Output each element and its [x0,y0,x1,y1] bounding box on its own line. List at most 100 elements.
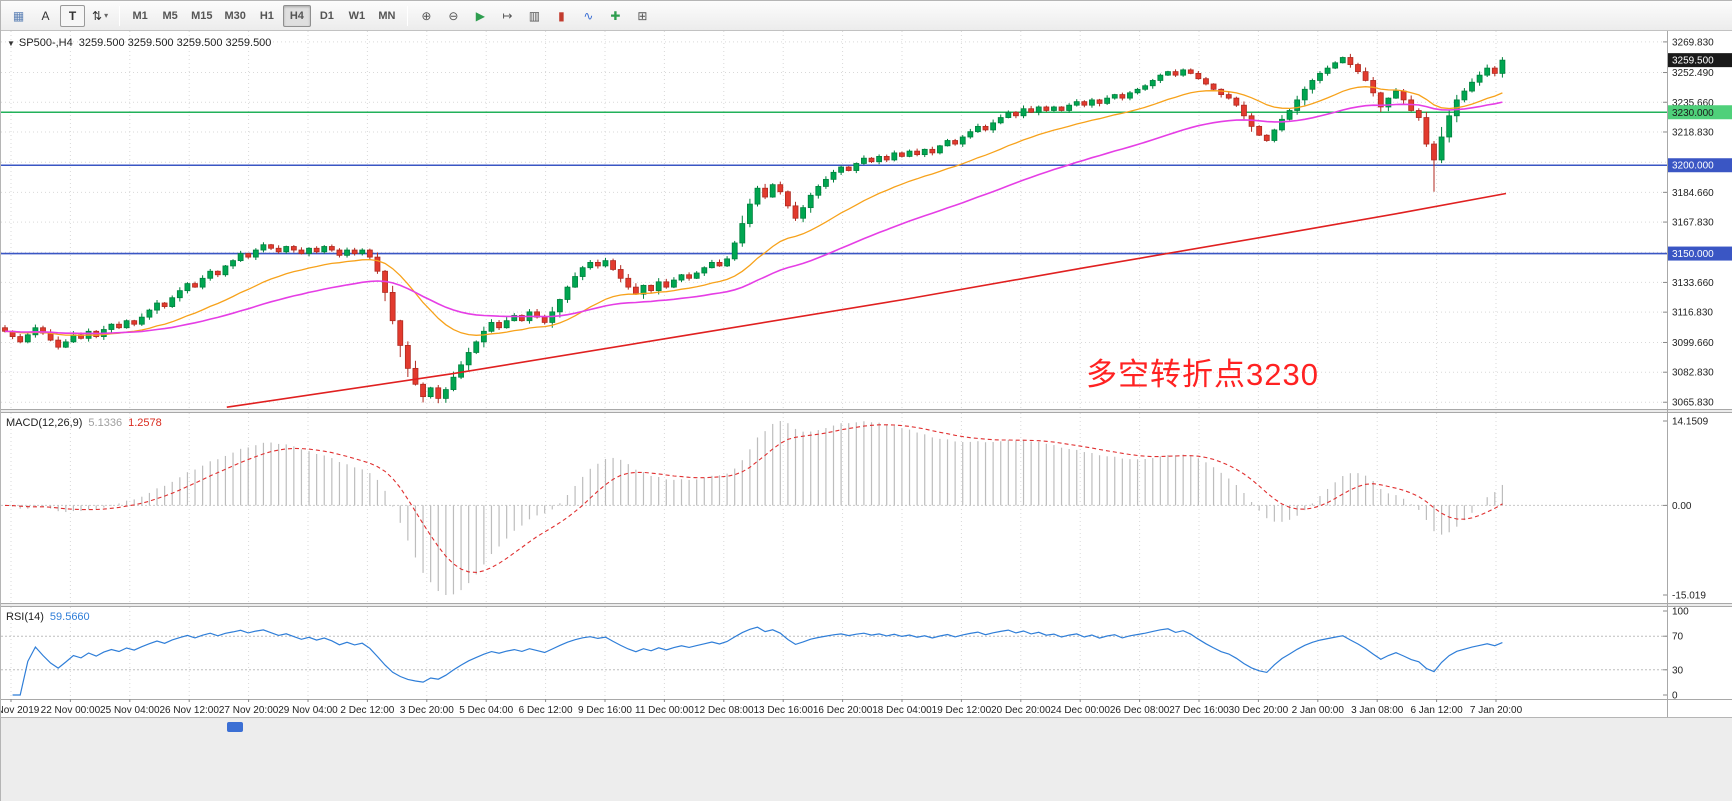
candle-body [594,261,601,267]
candle-body [1035,106,1042,113]
candle-body [1286,110,1293,120]
candle-body [1484,67,1491,76]
candle-body [192,283,198,288]
candle-body [1415,110,1422,118]
timeframe-w1[interactable]: W1 [348,9,366,22]
candle-body [876,156,883,163]
chart-text-annotation: 多空转折点3230 [1086,357,1319,392]
text-tool-button[interactable]: T [60,4,85,27]
zoom-in-icon[interactable]: ⊕ [421,8,432,23]
candle-body [1263,134,1270,141]
candle-body [746,203,753,224]
indicators-icon[interactable]: ✚ [610,8,621,23]
auto-scroll-icon[interactable]: ▶ [475,8,485,23]
candle-body [230,260,236,267]
timeframe-h4[interactable]: H4 [282,4,311,27]
candle-body [952,140,959,145]
candle-body [853,163,860,171]
panel-splitter[interactable] [1,409,1732,413]
level-tag-3200 [1668,158,1732,173]
candle-body [55,339,62,348]
candle-body [686,274,692,279]
timeframe-m1[interactable]: M1 [132,9,148,22]
candle-body [564,286,571,300]
timeframe-mn[interactable]: MN [378,9,396,22]
candle-body [838,166,845,173]
collapse-arrow-icon[interactable]: ▼ [7,39,15,48]
candle-body [389,292,396,322]
chart-canvas[interactable]: 3269.830 3252.490 3235.660 3218.830 3184.660… [1,31,1732,717]
candle-body [724,258,730,267]
time-axis-label: 16 Dec 20:00 [813,705,873,716]
rsi-axis-label: 30 [1672,665,1684,676]
candle-body [1324,67,1331,74]
candle-body [1187,69,1194,74]
candle-body [1013,111,1019,117]
rsi-value: 59.5660 [49,611,90,623]
tile-windows-icon[interactable]: ⊞ [637,8,648,23]
candle-body [997,117,1004,124]
candlestick-chart-icon[interactable]: ▮ [558,8,565,23]
candle-body [602,260,609,267]
ma-fast-line [4,86,1503,337]
time-axis-label: 30 Dec 20:00 [1229,705,1289,716]
rsi-name-text: RSI(14) [6,611,44,623]
candle-body [336,249,343,256]
candle-body [70,334,77,343]
candle-body [412,367,419,385]
candle-body [1096,99,1103,104]
zoom-out-icon[interactable]: ⊖ [448,8,459,23]
candle-body [511,314,518,322]
chart-shift-icon[interactable]: ↦ [502,8,513,23]
panel-splitter[interactable] [1,603,1732,607]
time-axis-label: 29 Nov 04:00 [278,705,338,716]
candle-body [556,299,563,313]
candle-body [131,320,138,325]
candle-body [24,334,31,343]
time-axis-label: 26 Dec 08:00 [1110,705,1170,716]
candle-body [572,276,578,288]
candle-body [488,322,495,332]
candle-body [442,389,449,399]
candle-body [207,270,214,279]
candle-body [123,320,130,329]
candle-body [260,244,267,251]
candle-body [1423,117,1430,145]
candle-body [625,277,632,288]
shapes-tool-button[interactable]: ⇅ ▾ [92,8,109,23]
candle-body [1271,129,1278,141]
candle-body [252,249,259,258]
price-axis-label: 3252.490 [1672,68,1714,79]
timeframe-h1[interactable]: H1 [259,9,274,22]
time-axis-label: 24 Dec 00:00 [1050,705,1110,716]
timeframe-m15[interactable]: M15 [191,9,213,22]
candle-body [739,223,746,244]
candle-body [777,184,784,193]
candle-body [1377,92,1384,108]
line-chart-icon[interactable]: ∿ [583,8,594,23]
candle-body [815,186,822,196]
candle-body [1476,74,1483,83]
bar-chart-icon[interactable]: ▥ [528,8,541,23]
timeframe-m30[interactable]: M30 [224,9,246,22]
candle-body [937,145,943,154]
time-axis-label: 20 Nov 2019 [1,705,40,716]
candle-body [458,364,464,378]
candle-body [906,150,913,157]
candle-body [1332,62,1339,69]
candle-body [1043,106,1050,111]
time-axis-label: 3 Dec 20:00 [400,705,454,716]
candle-body [883,156,890,161]
arrow-tool-button[interactable]: A [41,8,50,23]
timeframe-m5[interactable]: M5 [162,9,178,22]
timeframe-d1[interactable]: D1 [319,9,334,22]
candle-body [344,249,350,256]
macd-axis-label: 14.1509 [1672,417,1709,428]
rsi-axis-label: 0 [1672,691,1678,702]
candle-body [701,267,708,274]
candle-body [731,242,738,260]
candle-body [1134,88,1141,94]
candle-body [184,283,191,292]
time-axis-label: 2 Jan 00:00 [1292,705,1345,716]
charts-grid-icon[interactable]: ▦ [12,8,25,23]
